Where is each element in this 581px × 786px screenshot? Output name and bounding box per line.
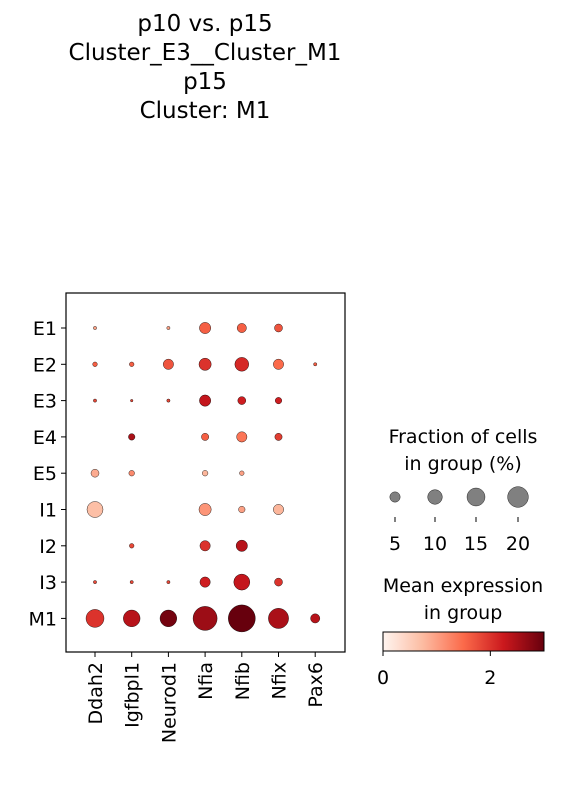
dot-E3-Nfia — [199, 394, 211, 407]
dots-layer — [85, 322, 321, 633]
title-line-4: p15 — [183, 69, 227, 95]
dot-E2-Nfia — [198, 357, 212, 371]
dot-M1-Nfix — [268, 608, 289, 629]
dot-E1-Neurod1 — [166, 326, 171, 330]
x-tick-label-Nfia: Nfia — [195, 662, 217, 700]
dot-I2-Nfib — [235, 539, 248, 552]
dot-E1-Nfix — [274, 323, 283, 333]
dot-E1-Nfib — [236, 323, 247, 333]
dot-E2-Igfbpl1 — [129, 361, 135, 367]
size-legend-label-20: 20 — [506, 533, 530, 555]
size-legend-label-15: 15 — [464, 533, 488, 555]
dot-E2-Neurod1 — [163, 358, 174, 370]
dot-I1-Nfia — [198, 503, 212, 516]
colorbar — [382, 631, 545, 652]
axes-layer: E1 E2 E3 E4 E5 I1 I2 I3 M1 Ddah2 Igfbpl1 Neurod1 Nfi… — [29, 318, 328, 743]
x-tick-label-Nfib: Nfib — [232, 662, 254, 700]
dot-E3-Ddah2 — [93, 398, 97, 403]
x-tick-label-Ddah2: Ddah2 — [85, 662, 107, 724]
dot-I2-Nfia — [199, 540, 211, 552]
x-tick-label-Igfbpl1: Igfbpl1 — [122, 662, 144, 728]
x-tick-label-Nfix: Nfix — [269, 662, 291, 699]
chart-title: p10 vs. p15 Cluster_E3__Cluster_M1 p15 C… — [0, 10, 410, 126]
color-legend-title-1: Mean expression — [383, 575, 543, 597]
dot-I2-Igfbpl1 — [129, 543, 135, 549]
colorbar-label-2: 2 — [484, 667, 496, 689]
dot-M1-Neurod1 — [159, 609, 177, 627]
x-tick-label-Neurod1: Neurod1 — [158, 662, 180, 743]
dot-E3-Neurod1 — [166, 398, 171, 403]
size-legend: Fraction of cells in group (%) 5 10 15 20 — [389, 426, 538, 555]
size-legend-dot-15 — [466, 487, 486, 507]
dot-E4-Nfib — [236, 431, 248, 443]
y-tick-label-M1: M1 — [29, 608, 57, 630]
size-legend-items: 5 10 15 20 — [389, 486, 530, 555]
dot-E2-Nfix — [273, 358, 284, 370]
dot-E3-Igfbpl1 — [130, 399, 134, 403]
dot-E2-Nfib — [234, 357, 249, 372]
dot-M1-Igfbpl1 — [123, 609, 141, 627]
color-legend-title-2: in group — [424, 602, 503, 624]
dot-E5-Nfia — [202, 470, 209, 477]
dot-E5-Nfib — [239, 470, 245, 476]
dot-E2-Ddah2 — [92, 361, 98, 367]
dot-I3-Ddah2 — [93, 580, 97, 584]
x-tick-label-Pax6: Pax6 — [305, 662, 327, 708]
size-legend-dot-20 — [507, 486, 529, 508]
dot-I1-Nfib — [238, 506, 246, 513]
y-tick-label-I3: I3 — [39, 572, 57, 594]
dot-I3-Nfix — [274, 577, 283, 587]
dot-E5-Igfbpl1 — [128, 470, 135, 477]
title-line-1: p10 vs. p15 — [137, 11, 273, 37]
dot-M1-Nfia — [192, 606, 218, 631]
dot-E1-Nfia — [199, 322, 211, 334]
size-legend-label-5: 5 — [389, 533, 401, 555]
title-line-5: Cluster: M1 — [139, 98, 271, 124]
dot-E1-Ddah2 — [93, 326, 97, 330]
colorbar-label-0: 0 — [377, 667, 389, 689]
dot-I3-Nfib — [233, 573, 251, 591]
dot-E2-Pax6 — [313, 362, 318, 367]
size-legend-dot-5 — [389, 491, 401, 503]
dot-I1-Nfix — [273, 504, 284, 515]
y-tick-label-E4: E4 — [33, 427, 57, 449]
dot-M1-Nfib — [228, 604, 256, 633]
size-legend-title-1: Fraction of cells — [389, 426, 538, 448]
title-line-2: Cluster_E3__Cluster_M1 — [68, 40, 342, 66]
dot-M1-Ddah2 — [85, 609, 105, 628]
dot-I1-Ddah2 — [86, 501, 104, 518]
dot-M1-Pax6 — [310, 613, 321, 624]
dot-I3-Nfia — [199, 576, 211, 588]
dot-E3-Nfix — [275, 397, 282, 405]
dot-I3-Neurod1 — [166, 580, 171, 584]
size-legend-dot-10 — [427, 489, 443, 505]
dot-E4-Nfix — [274, 433, 283, 441]
y-tick-label-E5: E5 — [33, 463, 57, 485]
size-legend-title-2: in group (%) — [404, 453, 521, 475]
y-tick-label-E3: E3 — [33, 391, 57, 413]
dot-E4-Nfia — [201, 433, 209, 441]
y-tick-label-I1: I1 — [39, 500, 57, 522]
dot-E4-Igfbpl1 — [128, 433, 136, 441]
y-tick-label-E2: E2 — [33, 354, 57, 376]
y-tick-label-I2: I2 — [39, 536, 57, 558]
dot-I3-Igfbpl1 — [129, 580, 134, 584]
dot-E3-Nfib — [237, 396, 247, 405]
y-tick-label-E1: E1 — [33, 318, 57, 340]
size-legend-label-10: 10 — [423, 533, 447, 555]
dot-E5-Ddah2 — [90, 468, 100, 478]
